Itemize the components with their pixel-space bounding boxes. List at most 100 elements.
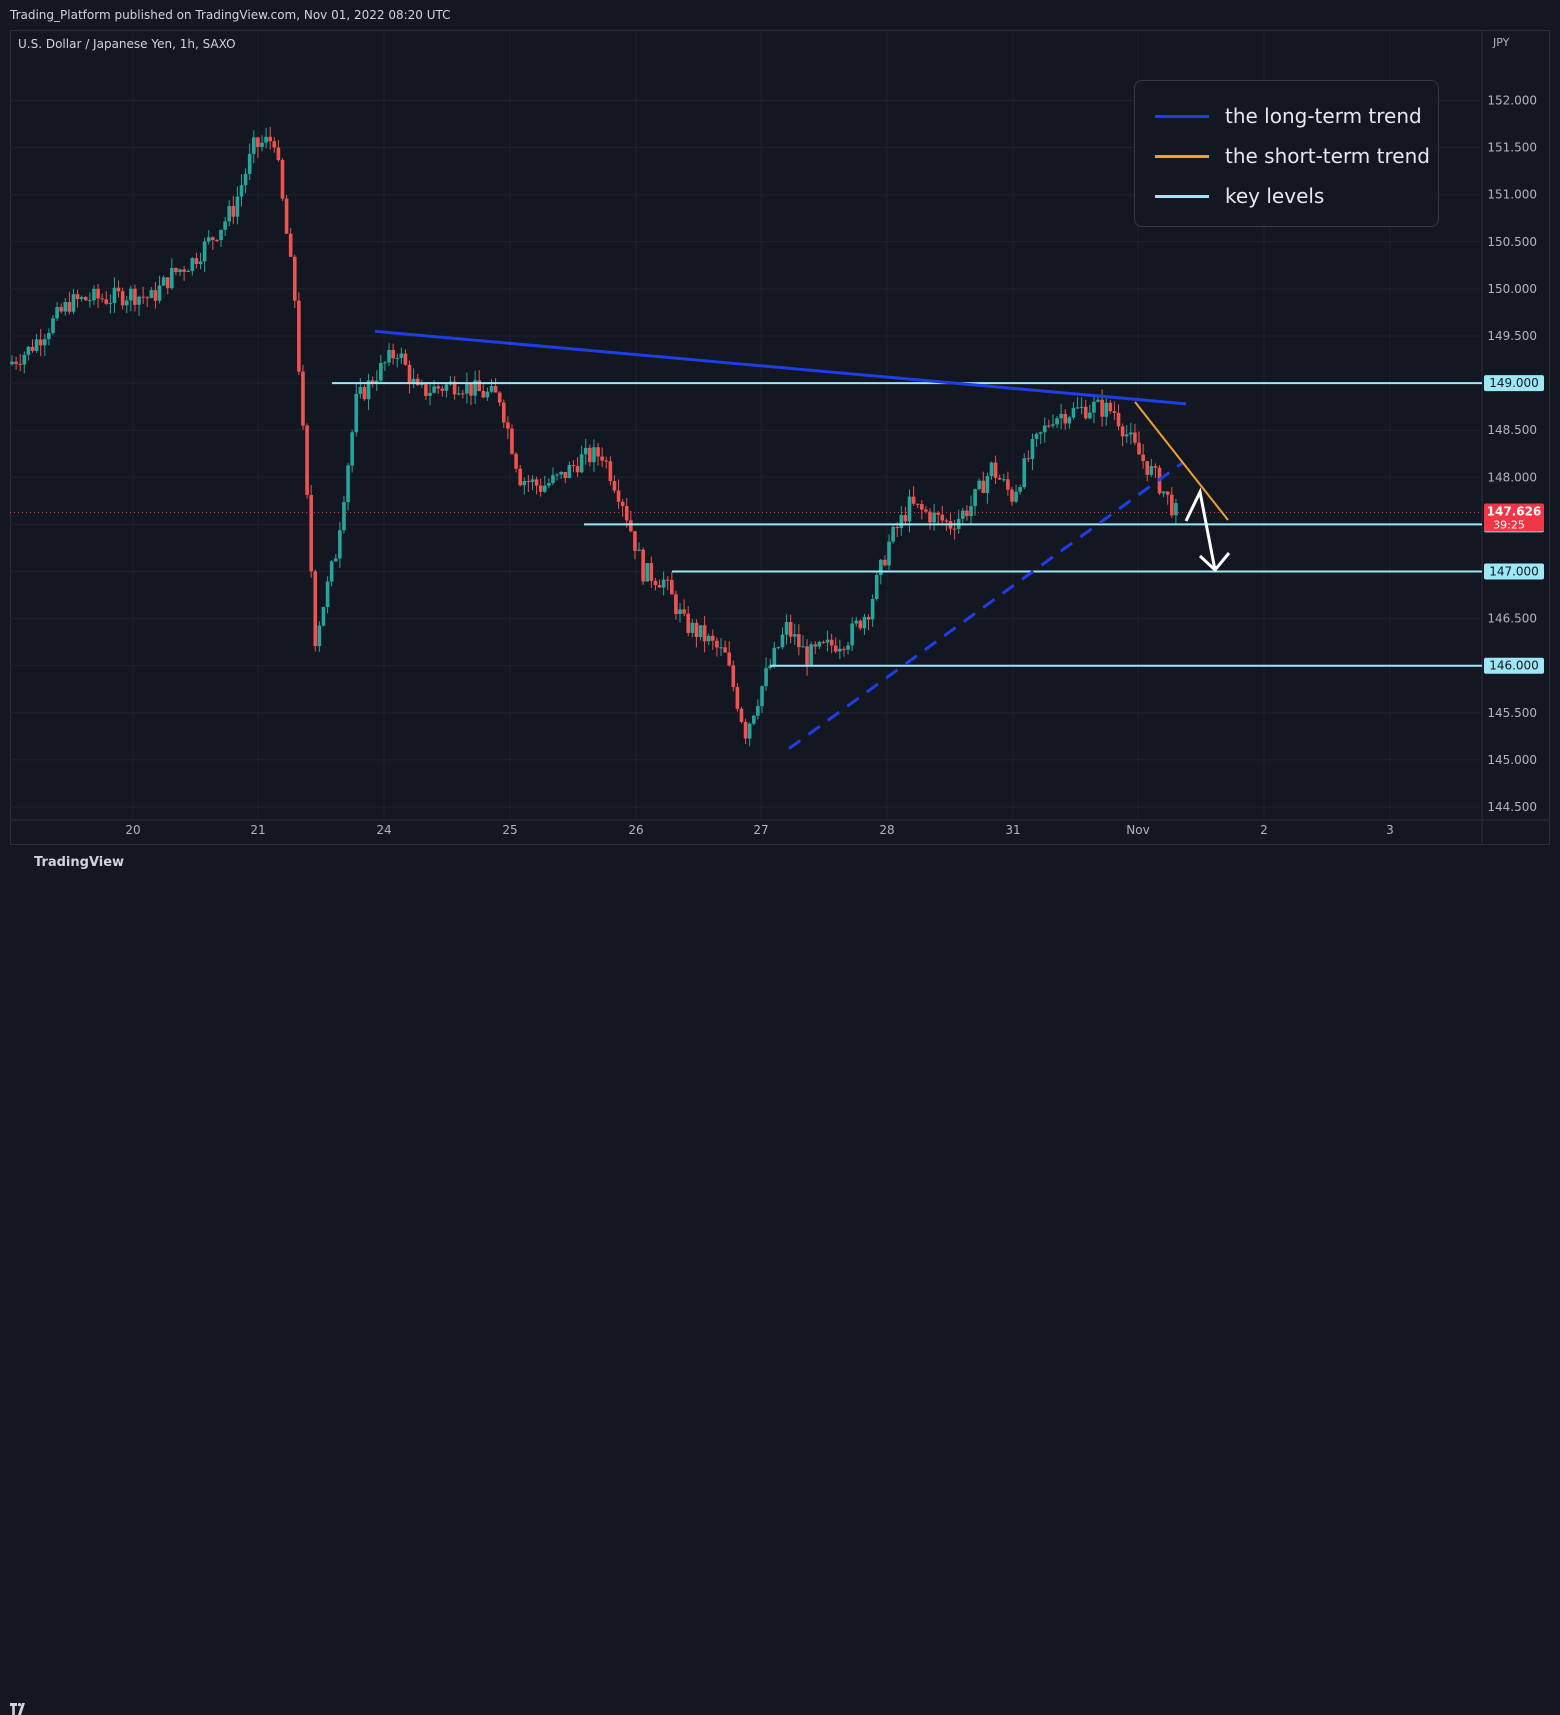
candle-body <box>977 480 981 490</box>
candle-body <box>760 686 764 707</box>
candle-body <box>743 721 748 739</box>
symbol-label: U.S. Dollar / Japanese Yen, 1h, SAXO <box>18 37 236 51</box>
x-tick-label: 21 <box>250 823 265 837</box>
candle-body <box>395 357 400 359</box>
candle-body <box>1108 402 1113 412</box>
candle-body <box>792 634 797 637</box>
candle-body <box>440 388 445 391</box>
candle-body <box>850 623 854 646</box>
tradingview-brand[interactable]: TradingView <box>34 855 125 870</box>
candle-body <box>280 160 285 199</box>
candle-body <box>608 461 613 482</box>
candle-body <box>227 206 232 222</box>
candle-body <box>309 494 313 572</box>
candle-body <box>366 380 371 400</box>
candle-body <box>1112 411 1117 413</box>
candle-body <box>698 625 703 637</box>
candle-body <box>170 267 174 289</box>
candle-body <box>833 645 838 652</box>
candle-body <box>620 501 625 507</box>
candle-body <box>690 622 695 633</box>
candle-body <box>1170 494 1174 516</box>
candle-body <box>924 509 928 512</box>
legend-swatch-short-term-trend <box>1155 154 1209 158</box>
candle-body <box>665 579 670 581</box>
candle-body <box>424 383 428 396</box>
candle-body <box>26 346 31 355</box>
candle-body <box>1063 413 1068 424</box>
candle-body <box>149 290 154 299</box>
candle-body <box>59 307 63 312</box>
y-tick-label: 152.000 <box>1487 94 1537 108</box>
candle-body <box>1071 408 1076 418</box>
candle-body <box>526 480 531 482</box>
candle-body <box>915 503 920 505</box>
candle-body <box>899 515 904 528</box>
candle-body <box>362 387 367 400</box>
candle-body <box>329 561 334 582</box>
candle-body <box>854 620 859 624</box>
candle-body <box>75 294 80 300</box>
candle-body <box>51 318 55 334</box>
currency-label: JPY <box>1493 36 1510 49</box>
candle-body <box>616 490 621 502</box>
candle-body <box>399 353 404 358</box>
candle-body <box>612 481 617 491</box>
candle-body <box>268 136 272 142</box>
candle-body <box>42 339 47 346</box>
x-tick-label: 25 <box>502 823 517 837</box>
candle-body <box>22 354 27 365</box>
x-tick-label: 27 <box>753 823 768 837</box>
candle-body <box>1067 417 1072 424</box>
candle-body <box>124 300 129 306</box>
candle-body <box>518 468 522 486</box>
candle-body <box>92 288 96 301</box>
candle-body <box>477 380 481 392</box>
candle-body <box>83 297 88 301</box>
candle-body <box>510 428 514 454</box>
candle-body <box>805 646 809 665</box>
candle-body <box>333 558 338 562</box>
key-level-label: 146.000 <box>1489 659 1539 673</box>
candle-body <box>1001 479 1006 481</box>
candle-body <box>1075 407 1080 409</box>
candle-body <box>354 393 359 433</box>
candle-body <box>120 291 125 306</box>
candle-body <box>461 393 465 395</box>
candle-body <box>997 477 1002 480</box>
candle-body <box>1145 461 1150 475</box>
candle-body <box>1026 458 1031 460</box>
candle-body <box>981 480 986 493</box>
candle-body <box>342 502 346 531</box>
x-tick-label: 26 <box>628 823 643 837</box>
candle-body <box>211 237 215 241</box>
candle-body <box>1120 426 1125 437</box>
candle-body <box>215 240 219 242</box>
candle-body <box>276 147 281 161</box>
candle-body <box>829 639 834 646</box>
candle-body <box>501 402 506 423</box>
candle-body <box>838 648 842 652</box>
y-tick-label: 148.000 <box>1487 470 1537 484</box>
candle-body <box>14 361 18 364</box>
candle-body <box>346 465 350 503</box>
candle-body <box>1165 491 1170 495</box>
y-tick-label: 151.000 <box>1487 188 1537 202</box>
candle-body <box>711 635 715 641</box>
candle-body <box>1141 454 1145 462</box>
candle-body <box>776 647 781 649</box>
candle-body <box>1051 424 1055 426</box>
candle-body <box>747 723 752 739</box>
candle-body <box>96 288 100 299</box>
key-level-label: 149.000 <box>1489 376 1539 390</box>
candle-body <box>842 648 846 650</box>
candle-body <box>133 288 137 305</box>
top-bar: Trading_Platform published on TradingVie… <box>0 0 1560 30</box>
candle-body <box>415 378 420 385</box>
footer-bar: TradingView <box>0 846 1560 1715</box>
candle-body <box>862 616 867 629</box>
candle-body <box>305 425 309 495</box>
candle-body <box>436 386 441 389</box>
key-level-tag <box>1484 563 1544 580</box>
candle-body <box>907 496 912 522</box>
